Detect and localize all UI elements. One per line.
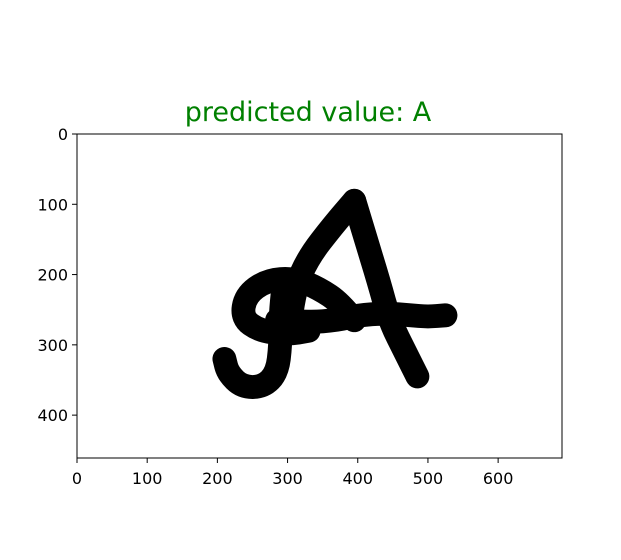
y-tick-label: 300 <box>37 336 68 355</box>
y-tick-label: 200 <box>37 266 68 285</box>
right-diagonal-stroke <box>342 188 430 389</box>
x-tick-label: 500 <box>413 469 444 488</box>
y-tick-label: 400 <box>37 406 68 425</box>
x-tick-label: 200 <box>202 469 233 488</box>
cross-loop-stroke <box>265 301 458 334</box>
x-tick-label: 0 <box>72 469 82 488</box>
x-tick-label: 300 <box>272 469 303 488</box>
axes-frame <box>76 133 563 459</box>
y-tick-label: 0 <box>58 125 68 144</box>
plot-area <box>76 133 563 459</box>
x-tick-label: 100 <box>132 469 163 488</box>
x-tick-label: 400 <box>342 469 373 488</box>
y-tick-label: 100 <box>37 195 68 214</box>
chart-title: predicted value: A <box>185 97 432 128</box>
swirl-stroke <box>231 267 367 346</box>
x-axis: 0 100 200 300 400 500 600 <box>72 458 513 488</box>
x-tick-label: 600 <box>483 469 514 488</box>
hook-stroke <box>212 269 296 399</box>
handwriting-strokes <box>212 188 458 399</box>
y-axis: 0 100 200 300 400 <box>37 125 77 425</box>
